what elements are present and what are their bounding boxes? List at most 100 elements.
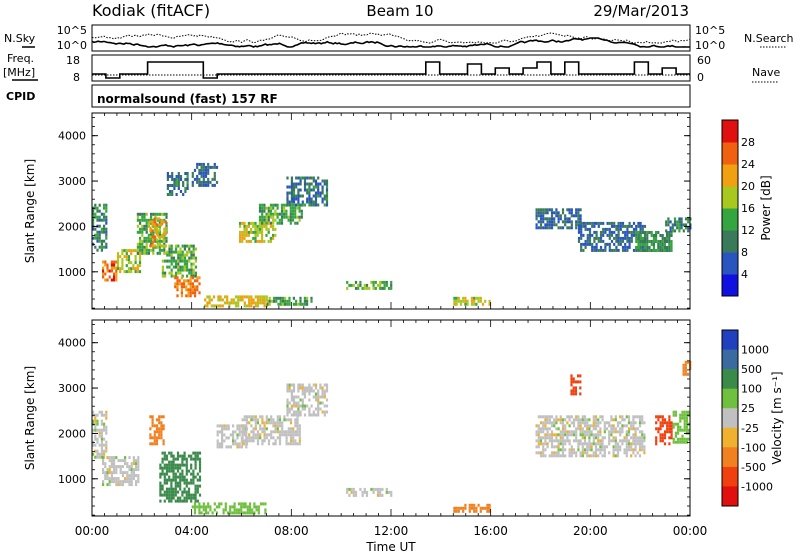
power-cell [263, 221, 266, 225]
power-cell [198, 276, 201, 280]
power-cell [289, 221, 292, 225]
power-cell [202, 162, 205, 166]
power-cell [671, 223, 674, 227]
power-cell [261, 224, 264, 228]
power-cell [557, 220, 560, 224]
power-cell [453, 302, 456, 306]
power-cell [113, 278, 116, 282]
power-cell [267, 215, 270, 219]
power-cell [170, 253, 173, 257]
power-cell [130, 252, 133, 256]
power-cell [138, 270, 142, 274]
velocity-cell [234, 439, 237, 443]
velocity-cell [550, 442, 554, 446]
velocity-cell [570, 448, 573, 452]
velocity-cell [537, 439, 540, 443]
velocity-cell [119, 483, 122, 487]
power-cell [153, 223, 156, 227]
velocity-cell [105, 413, 108, 417]
power-cell [546, 217, 549, 221]
velocity-cell [204, 511, 208, 515]
power-cell [258, 224, 261, 228]
power-cell [579, 217, 582, 221]
power-cell [256, 301, 260, 305]
power-cell [376, 283, 380, 287]
velocity-cell [190, 472, 193, 476]
power-cell [263, 203, 266, 207]
velocity-cell [192, 469, 195, 473]
power-cell [261, 230, 264, 234]
power-cell [661, 243, 664, 246]
power-cell [628, 224, 631, 228]
power-cell [310, 176, 313, 180]
power-cell [254, 233, 257, 237]
velocity-cell [117, 459, 120, 463]
power-cell [275, 296, 278, 300]
velocity-cell [119, 465, 122, 469]
power-cell [280, 206, 284, 210]
power-cell [250, 298, 253, 302]
power-cell [102, 266, 105, 270]
velocity-cell [238, 445, 241, 449]
power-cell [678, 226, 681, 230]
power-cell [637, 224, 640, 228]
velocity-cell [294, 439, 297, 443]
power-cell [100, 227, 103, 231]
power-cell [185, 279, 188, 283]
power-cell [98, 239, 101, 243]
power-cell [455, 296, 458, 300]
velocity-cell [170, 460, 173, 464]
power-cell [160, 244, 163, 248]
velocity-cell [672, 410, 675, 414]
velocity-cell [634, 421, 637, 425]
velocity-cell [661, 418, 664, 422]
power-cell [624, 224, 627, 228]
power-cell [577, 223, 580, 227]
velocity-cell [314, 386, 318, 390]
velocity-cell [174, 457, 177, 461]
cpid-text: normalsound (fast) 157 RF [97, 92, 278, 106]
power-cell [272, 206, 275, 210]
velocity-cell [135, 462, 138, 466]
power-cell [668, 240, 671, 243]
velocity-cell [259, 433, 262, 437]
velocity-cell [655, 436, 658, 440]
velocity-cell [557, 454, 560, 458]
power-cell [196, 276, 199, 280]
velocity-cell [453, 509, 456, 513]
velocity-cell [187, 496, 191, 500]
velocity-cell [455, 506, 458, 510]
power-cell [123, 255, 126, 259]
power-cell [226, 301, 229, 305]
power-cell [270, 299, 273, 303]
power-cell [96, 248, 99, 252]
velocity-cell [557, 442, 560, 446]
power-cell [385, 280, 388, 284]
power-cell [666, 240, 669, 243]
velocity-cell [310, 386, 313, 390]
velocity-cell [241, 418, 244, 422]
velocity-cell [661, 415, 664, 419]
velocity-cell [161, 466, 164, 470]
power-cell [151, 223, 154, 227]
power-cell [628, 236, 631, 240]
power-cell [595, 242, 598, 246]
velocity-cell [100, 443, 103, 447]
power-colorbar-label: Power [dB] [759, 175, 773, 240]
velocity-cell [297, 404, 300, 408]
velocity-cell [287, 442, 290, 446]
power-cell [488, 302, 491, 306]
velocity-cell [603, 430, 606, 434]
velocity-y-axis-label: Slant Range [km] [23, 366, 37, 470]
nsearch-line [91, 32, 691, 44]
velocity-cell [599, 451, 602, 455]
velocity-cell [207, 505, 210, 509]
power-cell [186, 259, 189, 263]
velocity-cell [272, 424, 275, 428]
velocity-cell [488, 506, 491, 510]
power-cell [269, 236, 272, 240]
power-cell [171, 193, 174, 196]
velocity-cell [278, 430, 282, 434]
power-cell [289, 206, 292, 210]
